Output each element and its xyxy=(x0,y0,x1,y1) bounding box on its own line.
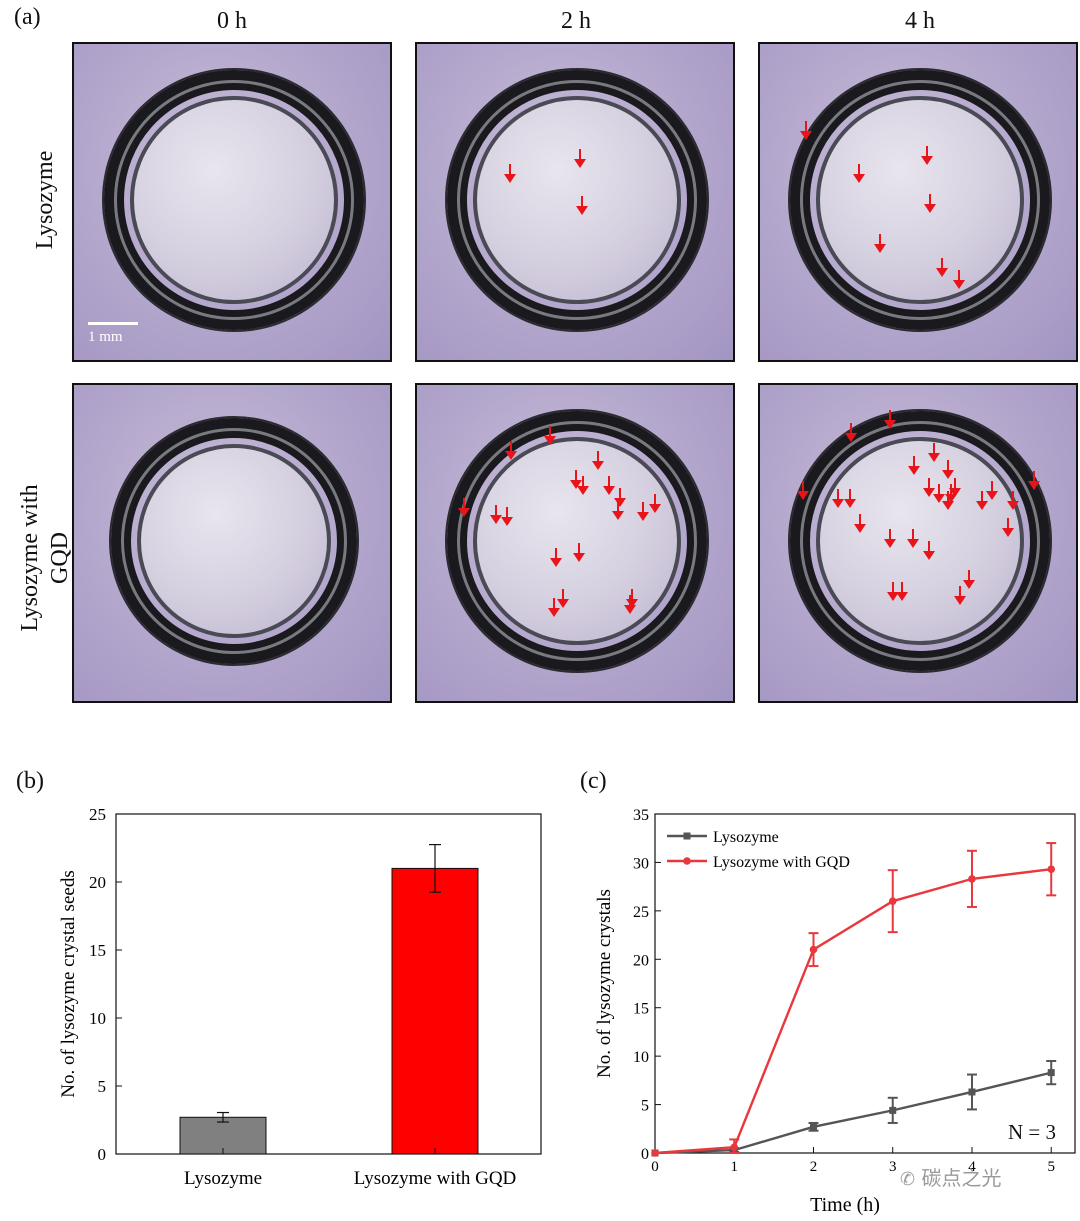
droplet-photo: 1 mm xyxy=(72,42,392,362)
y-tick-label: 10 xyxy=(633,1049,649,1066)
x-tick-label: 5 xyxy=(1047,1159,1055,1175)
column-header-0h: 0 h xyxy=(217,8,247,34)
panel-b-label: (b) xyxy=(16,768,44,794)
well-highlight-ring xyxy=(121,428,347,654)
data-point xyxy=(968,1088,976,1096)
panel-a-label: (a) xyxy=(14,4,41,30)
bar-chart: 0 5 10 15 20 25 Lysozyme Lysozyme with GQD No. o… xyxy=(58,805,542,1189)
x-axis-label: Time (h) xyxy=(810,1194,880,1216)
line-chart: 0 5 10 15 20 25 30 35 0 1 2 3 4 5 Lysozyme Lysozyme wit… xyxy=(594,807,1076,1216)
data-point xyxy=(1047,1069,1055,1077)
sample-size-annotation: N = 3 xyxy=(1008,1120,1057,1144)
legend-label: Lysozyme xyxy=(713,829,779,846)
wechat-icon: ✆ xyxy=(900,1169,916,1190)
series-line xyxy=(654,868,1052,1155)
y-axis-label: No. of lysozyme crystal seeds xyxy=(58,870,79,1097)
y-tick-label: 10 xyxy=(89,1009,106,1028)
legend-label: Lysozyme with GQD xyxy=(713,854,850,871)
droplet-photo xyxy=(758,42,1078,362)
x-tick-label: 4 xyxy=(968,1159,976,1175)
y-tick-label: 35 xyxy=(633,807,649,824)
series-line xyxy=(654,1071,1052,1155)
y-tick-label: 15 xyxy=(633,1001,649,1018)
scale-bar xyxy=(88,322,138,325)
data-point xyxy=(651,1149,659,1157)
plot-frame xyxy=(654,813,1076,1154)
row-header-lysozyme: Lysozyme xyxy=(32,150,58,250)
scale-bar-label: 1 mm xyxy=(88,329,123,345)
data-point xyxy=(968,875,976,883)
y-tick-label: 15 xyxy=(89,941,106,960)
y-tick-label: 0 xyxy=(98,1145,107,1164)
legend-marker xyxy=(683,857,691,865)
x-tick-label: 0 xyxy=(651,1159,659,1175)
y-tick-label: 5 xyxy=(641,1098,649,1115)
watermark: ✆ 碳点之光 xyxy=(900,1162,1001,1191)
well-highlight-ring xyxy=(457,80,697,320)
row-header-lysozyme-gqd: Lysozyme with GQD xyxy=(17,484,73,632)
droplet-photo xyxy=(415,383,735,703)
droplet-surface xyxy=(473,437,681,645)
watermark-text: 碳点之光 xyxy=(921,1166,1002,1190)
data-point xyxy=(809,945,818,954)
data-point xyxy=(888,897,897,905)
droplet-surface xyxy=(473,96,681,304)
y-tick-label: 25 xyxy=(89,805,106,824)
column-header-4h: 4 h xyxy=(905,8,935,34)
x-tick-label: 3 xyxy=(889,1159,897,1175)
data-point xyxy=(1047,865,1056,874)
well-highlight-ring xyxy=(800,421,1040,661)
panel-c-label: (c) xyxy=(580,768,607,794)
y-tick-label: 0 xyxy=(641,1146,649,1163)
legend-marker xyxy=(683,832,691,840)
y-tick-label: 30 xyxy=(633,855,649,872)
bar xyxy=(179,1116,267,1155)
data-point xyxy=(809,1123,817,1131)
x-tick-label: Lysozyme xyxy=(184,1168,262,1189)
column-header-2h: 2 h xyxy=(561,8,591,34)
droplet-photo xyxy=(72,383,392,703)
x-tick-label: Lysozyme with GQD xyxy=(354,1168,517,1189)
droplet-surface xyxy=(816,437,1024,645)
well-highlight-ring xyxy=(457,421,697,661)
data-point xyxy=(889,1106,897,1114)
y-tick-label: 5 xyxy=(98,1077,107,1096)
well-highlight-ring xyxy=(114,80,354,320)
bar xyxy=(391,867,479,1155)
droplet-surface xyxy=(130,96,338,304)
droplet-photo xyxy=(415,42,735,362)
droplet-surface xyxy=(137,444,331,638)
y-axis-label: No. of lysozyme crystals xyxy=(594,889,615,1078)
y-tick-label: 20 xyxy=(633,952,649,969)
x-tick-label: 1 xyxy=(730,1159,738,1175)
droplet-surface xyxy=(816,96,1024,304)
y-tick-label: 20 xyxy=(89,873,106,892)
droplet-photo xyxy=(758,383,1078,703)
data-point xyxy=(730,1143,739,1151)
well-highlight-ring xyxy=(800,80,1040,320)
x-tick-label: 2 xyxy=(810,1159,818,1175)
y-tick-label: 25 xyxy=(633,904,649,921)
plot-frame xyxy=(115,813,542,1155)
